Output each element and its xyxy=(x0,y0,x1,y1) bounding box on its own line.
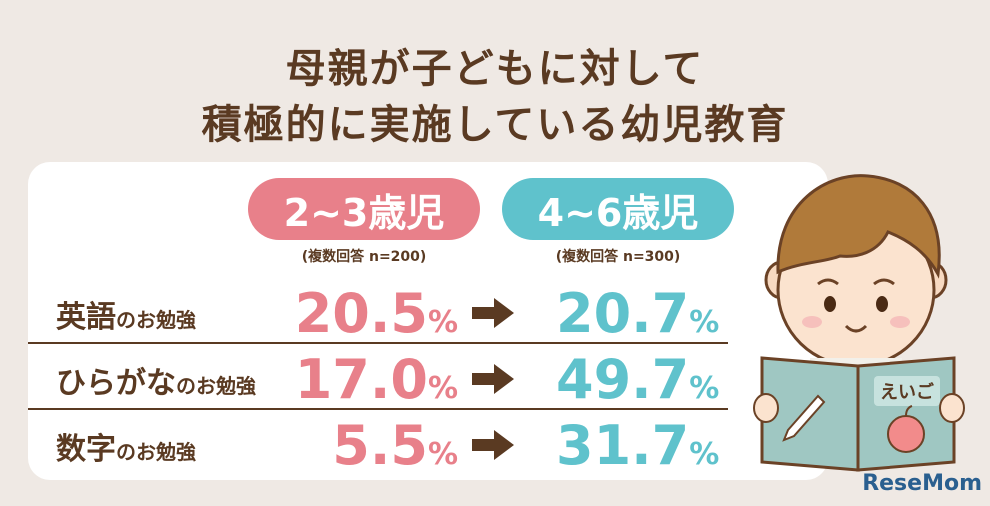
value-number: 5.5 xyxy=(332,414,428,477)
subject-name: ひらがな xyxy=(56,366,176,401)
value-2-3: 17.0% xyxy=(295,348,458,411)
value-unit: % xyxy=(689,371,720,406)
value-2-3: 5.5% xyxy=(332,414,458,477)
value-number: 17.0 xyxy=(294,348,428,411)
subject-name: 数字 xyxy=(56,432,116,467)
value-number: 49.7 xyxy=(556,348,690,411)
value-unit: % xyxy=(427,371,458,406)
subject-name: 英語 xyxy=(56,300,116,335)
group-note-4-6: (複数回答 n=300) xyxy=(555,249,681,265)
boy-reading-illustration: えいご xyxy=(753,174,965,472)
row-numbers: 数字のお勉強 5.5% 31.7% xyxy=(28,412,728,478)
row-label: ひらがなのお勉強 xyxy=(56,358,256,402)
row-divider xyxy=(28,408,728,410)
arrow-right-icon xyxy=(472,430,514,460)
row-label: 英語のお勉強 xyxy=(56,292,196,336)
value-4-6: 31.7% xyxy=(556,414,719,477)
apple-icon xyxy=(887,415,925,453)
subject-suffix: のお勉強 xyxy=(176,374,256,398)
subject-suffix: のお勉強 xyxy=(116,440,196,464)
title-line-2: 積極的に実施している幼児教育 xyxy=(201,102,789,148)
book-label: えいご xyxy=(880,381,934,403)
pencil-icon xyxy=(782,394,826,442)
arrow-right-icon xyxy=(472,298,514,328)
title-line-1: 母親が子どもに対して xyxy=(285,46,705,92)
value-number: 31.7 xyxy=(556,414,690,477)
row-label: 数字のお勉強 xyxy=(56,424,196,468)
arrow-right-icon xyxy=(472,364,514,394)
group-note-2-3: (複数回答 n=200) xyxy=(301,249,427,265)
mouth xyxy=(844,324,868,333)
row-divider xyxy=(28,342,728,344)
group-pill-2-3: 2~3歳児 xyxy=(248,178,480,240)
brand-logo: ReseMom xyxy=(862,471,982,496)
left-eye xyxy=(824,296,836,312)
value-4-6: 49.7% xyxy=(556,348,719,411)
hair xyxy=(776,174,941,279)
value-unit: % xyxy=(427,437,458,472)
row-english: 英語のお勉強 20.5% 20.7% xyxy=(28,280,728,346)
right-eye xyxy=(876,296,888,312)
value-unit: % xyxy=(689,305,720,340)
value-4-6: 20.7% xyxy=(556,282,719,345)
group-pill-4-6: 4~6歳児 xyxy=(502,178,734,240)
value-number: 20.7 xyxy=(556,282,690,345)
value-unit: % xyxy=(689,437,720,472)
value-unit: % xyxy=(427,305,458,340)
value-2-3: 20.5% xyxy=(295,282,458,345)
row-hiragana: ひらがなのお勉強 17.0% 49.7% xyxy=(28,346,728,412)
subject-suffix: のお勉強 xyxy=(116,308,196,332)
value-number: 20.5 xyxy=(294,282,428,345)
